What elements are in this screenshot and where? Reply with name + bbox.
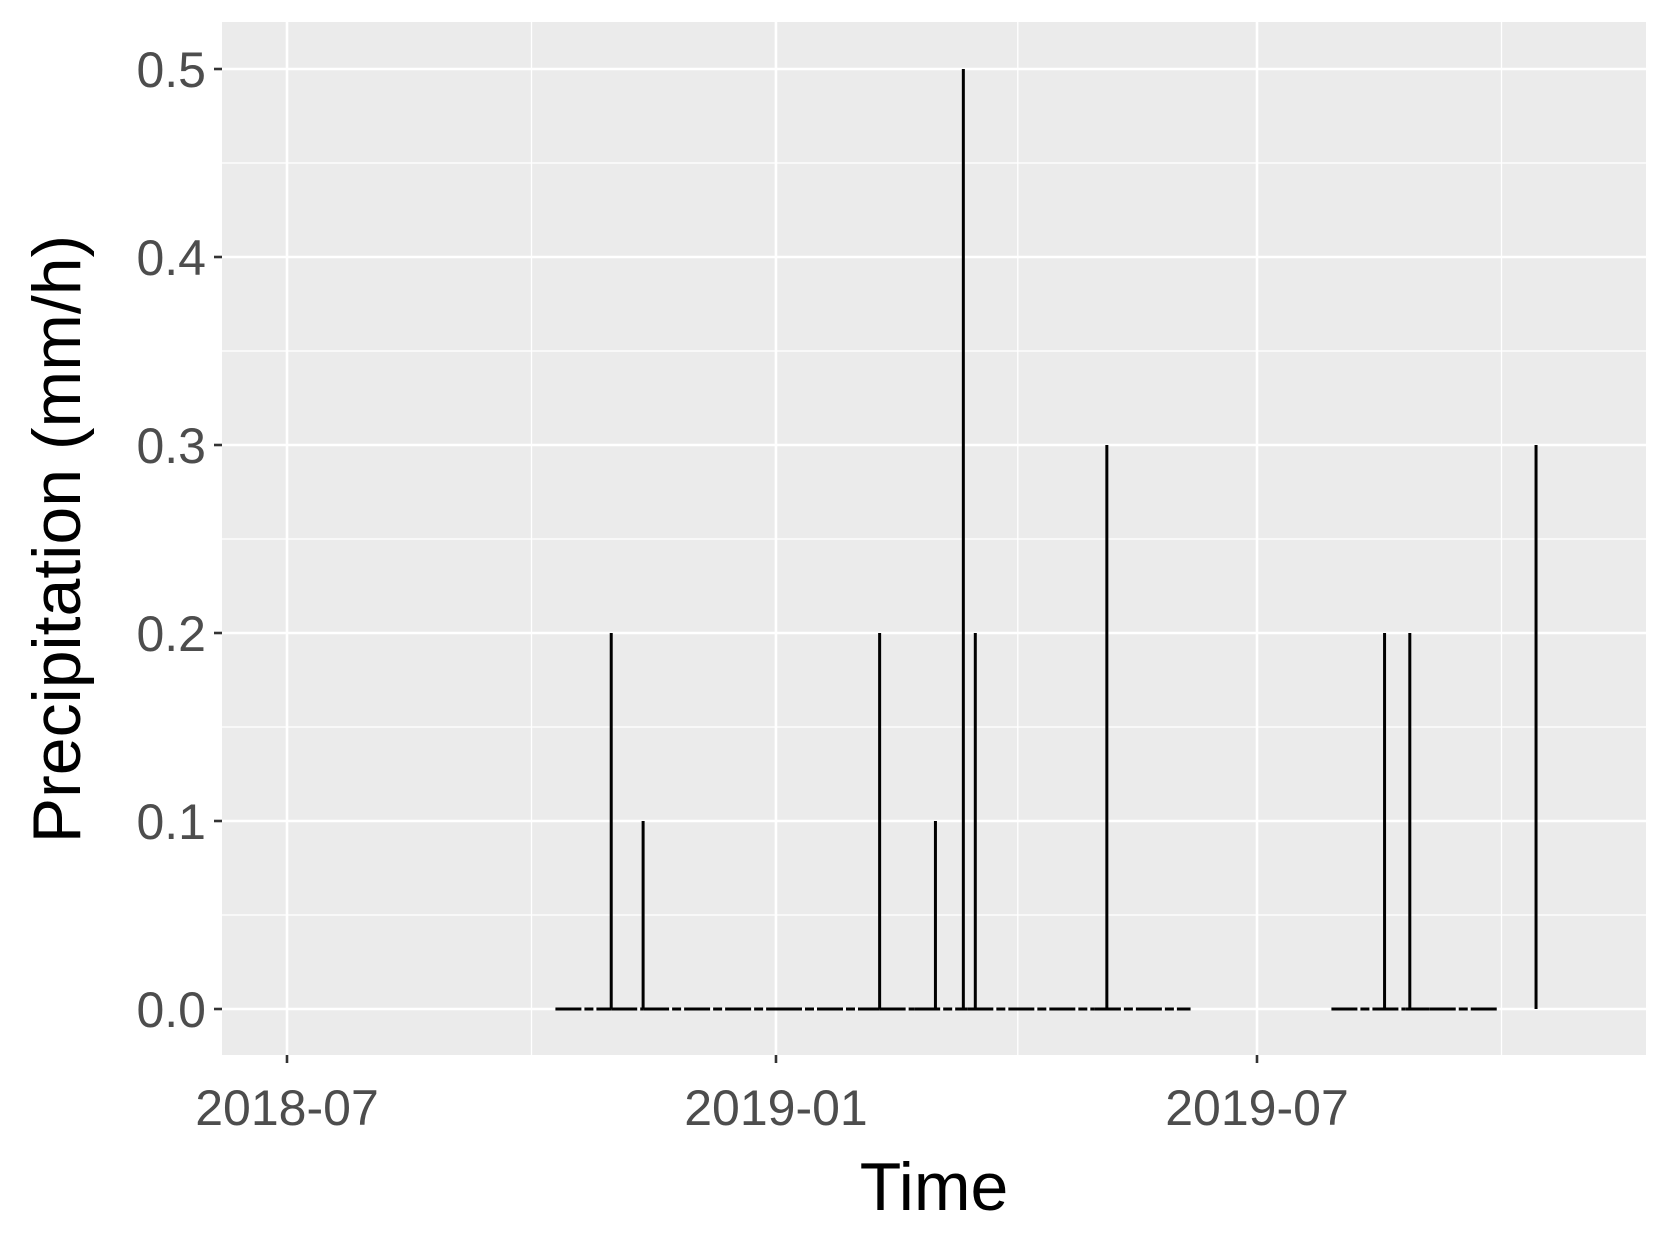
y-tick-label: 0.1: [136, 794, 206, 850]
minor-gridlines: [222, 22, 1646, 1055]
y-tick-label: 0.4: [136, 230, 206, 286]
y-tick-label: 0.5: [136, 42, 206, 98]
x-axis-title: Time: [860, 1149, 1009, 1225]
y-tick-label: 0.3: [136, 418, 206, 474]
x-tick-label: 2019-01: [684, 1080, 868, 1136]
y-tick-label: 0.0: [136, 982, 206, 1038]
x-tick-labels: 2018-07 2019-01 2019-07: [195, 1080, 1349, 1136]
precipitation-series: [555, 69, 1538, 1011]
y-tick-labels: 0.0 0.1 0.2 0.3 0.4 0.5: [136, 42, 206, 1038]
y-tick-label: 0.2: [136, 606, 206, 662]
y-axis-title: Precipitation (mm/h): [19, 235, 95, 843]
x-tick-label: 2019-07: [1165, 1080, 1349, 1136]
x-tick-label: 2018-07: [195, 1080, 379, 1136]
axis-ticks: [214, 67, 1259, 1063]
